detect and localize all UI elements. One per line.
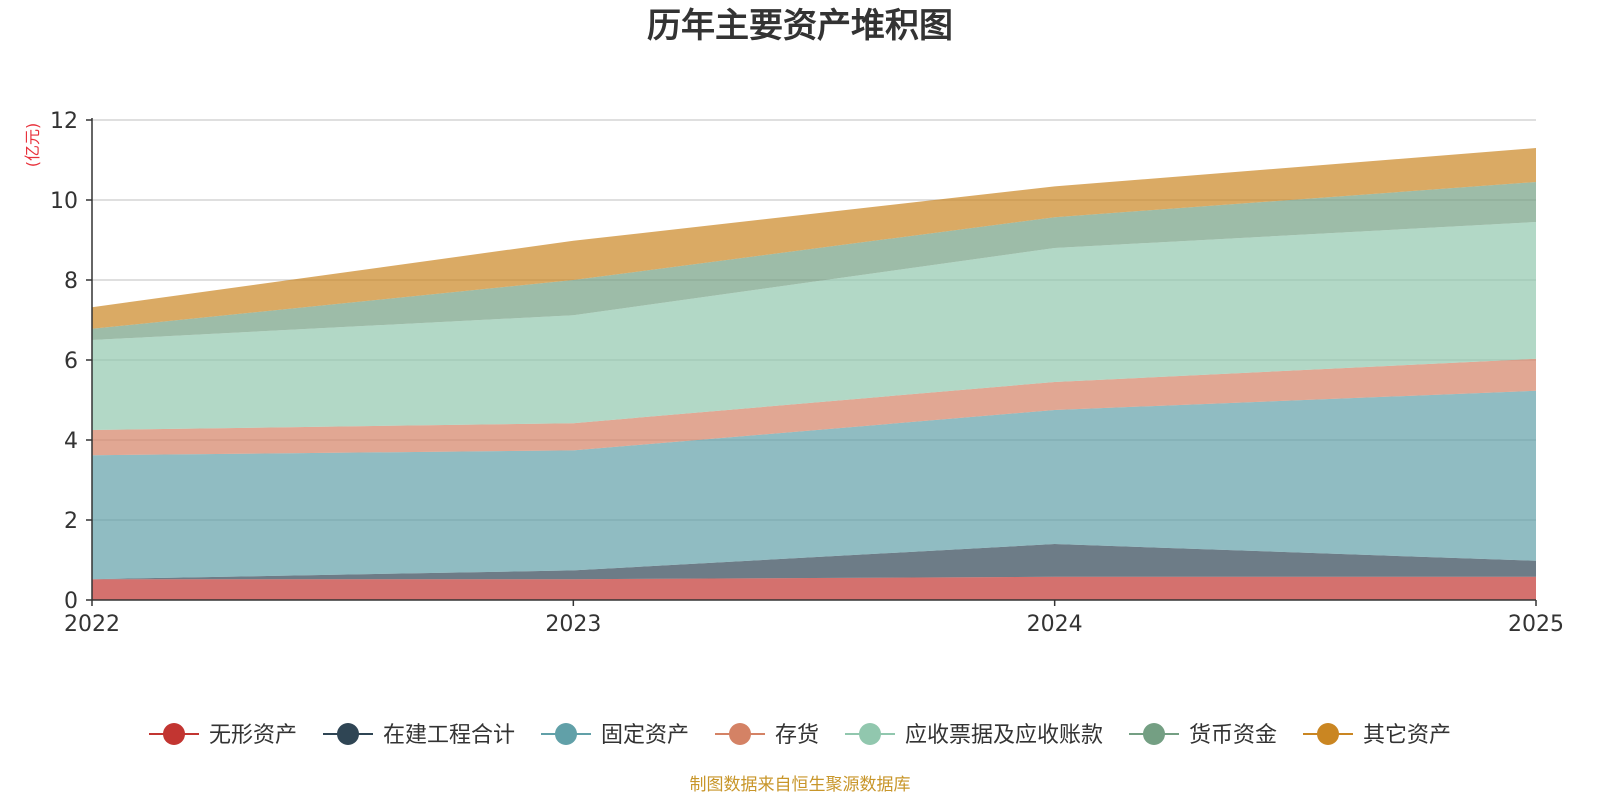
x-tick-label: 2022 — [64, 612, 120, 637]
y-tick-label: 4 — [64, 429, 78, 454]
x-tick-label: 2023 — [545, 612, 601, 637]
area-series-6[interactable] — [92, 182, 1536, 340]
y-tick-label: 12 — [50, 109, 78, 134]
y-tick-label: 6 — [64, 349, 78, 374]
chart-title: 历年主要资产堆积图 — [647, 6, 953, 46]
y-axis-unit-label: (亿元) — [23, 123, 42, 168]
area-series-3[interactable] — [92, 390, 1536, 580]
legend-label: 货币资金 — [1189, 723, 1277, 748]
area-series-7[interactable] — [92, 148, 1536, 329]
x-tick-label: 2024 — [1027, 612, 1083, 637]
legend-item-2[interactable]: 在建工程合计 — [323, 723, 515, 748]
area-series-1[interactable] — [92, 576, 1536, 600]
area-series-5[interactable] — [92, 222, 1536, 430]
x-tick-label: 2025 — [1508, 612, 1564, 637]
legend-label: 无形资产 — [209, 723, 297, 748]
legend-label: 在建工程合计 — [383, 723, 515, 748]
legend-label: 存货 — [775, 723, 819, 748]
area-series-2[interactable] — [92, 544, 1536, 580]
legend-item-7[interactable]: 其它资产 — [1303, 723, 1451, 748]
legend-dot-marker — [1143, 723, 1165, 745]
legend-dot-marker — [337, 723, 359, 745]
legend-label: 固定资产 — [601, 723, 689, 748]
legend-dot-marker — [859, 723, 881, 745]
legend-item-4[interactable]: 存货 — [715, 723, 819, 748]
legend-dot-marker — [729, 723, 751, 745]
legend[interactable]: 无形资产 在建工程合计 固定资产 存货 应收票据及应收账款 货币资金 其它资产 — [149, 723, 1451, 748]
y-tick-label: 2 — [64, 509, 78, 534]
legend-item-1[interactable]: 无形资产 — [149, 723, 297, 748]
stacked-areas[interactable] — [92, 148, 1536, 600]
axes: 0 2 4 6 8 10 12 2022 2023 2024 2025 — [50, 109, 1564, 637]
data-source-note: 制图数据来自恒生聚源数据库 — [690, 775, 911, 795]
legend-item-5[interactable]: 应收票据及应收账款 — [845, 723, 1103, 748]
legend-label: 其它资产 — [1363, 723, 1451, 748]
legend-dot-marker — [1317, 723, 1339, 745]
area-series-4[interactable] — [92, 358, 1536, 456]
y-tick-label: 10 — [50, 189, 78, 214]
legend-dot-marker — [555, 723, 577, 745]
legend-dot-marker — [163, 723, 185, 745]
y-tick-label: 0 — [64, 589, 78, 614]
legend-item-3[interactable]: 固定资产 — [541, 723, 689, 748]
legend-item-6[interactable]: 货币资金 — [1129, 723, 1277, 748]
legend-label: 应收票据及应收账款 — [905, 723, 1103, 748]
y-tick-label: 8 — [64, 269, 78, 294]
